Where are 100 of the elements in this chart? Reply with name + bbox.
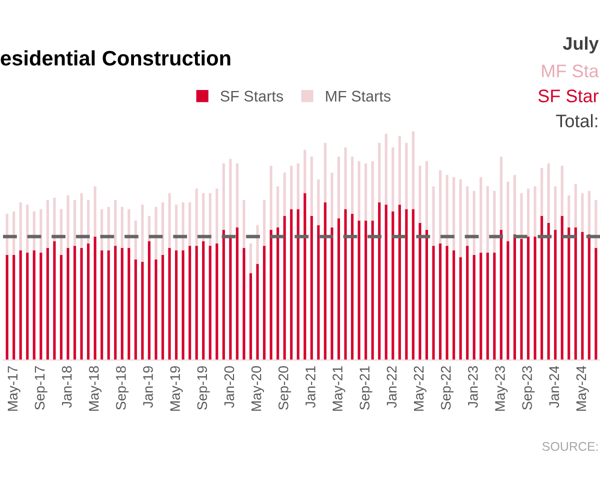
bar xyxy=(141,204,144,262)
bar xyxy=(317,179,320,226)
bar xyxy=(229,158,232,237)
bar xyxy=(120,248,124,360)
x-tick-label: May-19 xyxy=(170,366,183,411)
bar xyxy=(534,186,536,237)
bar xyxy=(80,248,83,360)
chart-title: esidential Construction xyxy=(0,50,230,66)
x-tick-label: Sep-18 xyxy=(116,366,129,410)
bar xyxy=(283,216,286,360)
x-tick-label: Sep-17 xyxy=(34,366,48,410)
bar xyxy=(547,222,550,360)
bar xyxy=(242,248,246,360)
bar xyxy=(330,172,334,228)
bar xyxy=(574,227,577,360)
bar xyxy=(581,193,584,232)
bar xyxy=(506,241,510,360)
bar xyxy=(114,200,117,246)
bar xyxy=(141,262,144,360)
bar xyxy=(324,142,326,202)
bar xyxy=(270,166,272,230)
bar xyxy=(513,234,516,360)
x-tick-label: Sep-23 xyxy=(522,366,535,410)
bar xyxy=(26,252,29,360)
bar xyxy=(418,166,422,223)
bar xyxy=(568,227,570,360)
bar xyxy=(344,147,347,210)
x-tick-label: May-24 xyxy=(576,366,589,411)
bar xyxy=(554,230,557,360)
bar xyxy=(350,156,354,214)
bar xyxy=(216,243,218,360)
bar xyxy=(560,216,564,360)
bar xyxy=(40,252,42,360)
bar xyxy=(216,188,218,244)
bar xyxy=(540,216,544,360)
bar xyxy=(310,216,313,360)
x-tick-label: Jan-18 xyxy=(62,366,72,408)
bar xyxy=(195,188,198,246)
x-tick-label: Sep-22 xyxy=(440,366,454,410)
bar xyxy=(568,195,570,228)
bar xyxy=(324,202,326,360)
x-tick-label: Jan-19 xyxy=(143,366,153,408)
bar xyxy=(19,202,22,250)
bar xyxy=(432,186,435,246)
bar xyxy=(594,248,598,360)
bar xyxy=(500,230,502,360)
bar xyxy=(310,156,313,216)
bar xyxy=(540,168,544,216)
x-tick-label: Jan-24 xyxy=(549,366,560,408)
bar xyxy=(134,259,137,360)
bar xyxy=(290,209,293,360)
x-tick-label: Sep-21 xyxy=(360,366,372,410)
bar xyxy=(168,193,171,248)
bar xyxy=(236,163,238,228)
bar xyxy=(384,134,388,205)
bar xyxy=(547,163,550,223)
x-tick-label: Sep-20 xyxy=(278,366,292,410)
bar xyxy=(520,193,523,239)
text: MF Sta xyxy=(542,64,599,78)
bar xyxy=(371,161,374,221)
bar xyxy=(574,184,577,228)
bar xyxy=(148,241,150,360)
bar xyxy=(73,200,76,246)
bar xyxy=(581,232,584,360)
text: Total: xyxy=(556,114,598,128)
bar xyxy=(249,273,252,360)
bar xyxy=(66,195,70,248)
bar xyxy=(486,186,489,253)
bar xyxy=(446,246,448,360)
bar xyxy=(19,250,22,360)
bar xyxy=(337,156,340,218)
bar xyxy=(412,209,414,360)
bar xyxy=(554,186,557,230)
bar xyxy=(87,243,90,360)
bar xyxy=(270,230,272,360)
bar xyxy=(276,227,280,360)
bar xyxy=(182,202,184,250)
bar xyxy=(174,250,178,360)
bar xyxy=(480,252,482,360)
bar xyxy=(188,202,192,246)
bar xyxy=(73,246,76,360)
bar xyxy=(222,230,225,360)
bar xyxy=(371,220,374,360)
bar xyxy=(317,225,320,360)
bar xyxy=(513,174,516,234)
x-tick-label: May-21 xyxy=(332,366,346,411)
bar xyxy=(392,147,394,212)
bar xyxy=(46,200,49,248)
bar xyxy=(53,241,56,360)
bar xyxy=(405,142,408,210)
bar xyxy=(304,150,306,194)
bar xyxy=(330,227,334,360)
bar xyxy=(60,209,62,255)
bar xyxy=(520,238,523,360)
x-tick-label: May-17 xyxy=(8,366,20,411)
bar xyxy=(114,246,117,360)
x-tick-label: Jan-23 xyxy=(468,366,478,408)
bar xyxy=(236,227,238,360)
bar xyxy=(378,142,381,202)
bar xyxy=(120,206,124,248)
